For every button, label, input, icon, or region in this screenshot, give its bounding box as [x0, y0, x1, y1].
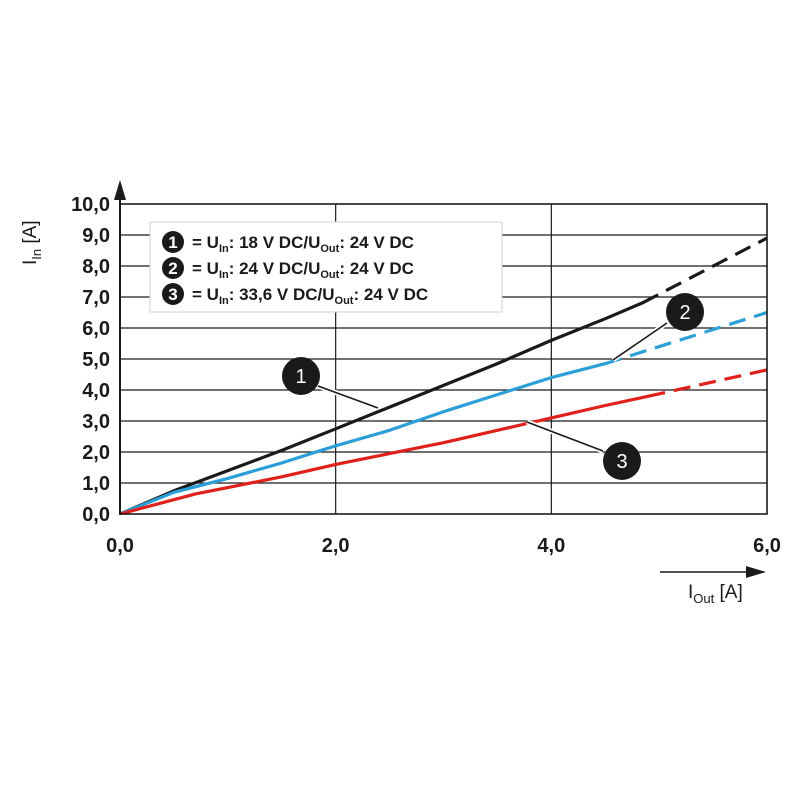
plot-frame	[114, 180, 768, 515]
callout-number: 1	[295, 366, 306, 388]
y-tick-label: 3,0	[82, 411, 110, 433]
x-tick-label: 0,0	[106, 535, 134, 557]
series-group	[119, 236, 768, 515]
y-axis-arrow	[114, 180, 126, 200]
y-tick-label: 1,0	[82, 473, 110, 495]
callout-bubble-1	[282, 357, 320, 395]
callout-number: 3	[616, 451, 627, 473]
x-tick-label: 2,0	[322, 535, 350, 557]
series-1-extrapolated-line	[642, 236, 768, 305]
y-tick-label: 8,0	[82, 256, 110, 278]
x-axis-label: IOut [A]	[688, 582, 743, 606]
x-tick-label: 4,0	[537, 535, 565, 557]
series-2-extrapolated-line	[604, 310, 768, 366]
legend-entry-1: = UIn: 18 V DC/UOut: 24 V DC	[192, 233, 414, 255]
y-tick-label: 6,0	[82, 318, 110, 340]
y-tick-label: 10,0	[71, 194, 110, 216]
y-tick-label: 7,0	[82, 287, 110, 309]
x-tick-label: 6,0	[753, 535, 781, 557]
legend-badge-number: 1	[168, 233, 177, 252]
y-tick-label: 0,0	[82, 504, 110, 526]
series-2-line	[119, 362, 607, 515]
legend-badge-number: 3	[168, 285, 177, 304]
series-3-line	[119, 394, 651, 515]
y-tick-label: 2,0	[82, 442, 110, 464]
callout-leader-line	[317, 385, 379, 409]
series-3-extrapolated-line	[648, 368, 768, 398]
series-1	[119, 236, 768, 515]
y-tick-label: 4,0	[82, 380, 110, 402]
axis-labels: IOut [A] IIn [A]	[20, 220, 766, 606]
callouts: 1 2 3	[282, 293, 704, 480]
y-tick-label: 9,0	[82, 225, 110, 247]
y-axis-label: IIn [A]	[20, 220, 44, 265]
callout-leader-line	[526, 421, 604, 452]
legend-entry-2: = UIn: 24 V DC/UOut: 24 V DC	[192, 259, 414, 281]
legend-box	[149, 221, 503, 313]
x-axis-arrow	[746, 566, 766, 578]
legend: 1 = UIn: 18 V DC/UOut: 24 V DC 2 = UIn: 24 …	[149, 221, 503, 313]
legend-badge-number: 2	[168, 259, 177, 278]
callout-number: 2	[679, 302, 690, 324]
legend-badge-3	[162, 283, 184, 305]
legend-entry-3: = UIn: 33,6 V DC/UOut: 24 V DC	[192, 285, 428, 307]
tick-labels: 0,0 1,0 2,0 3,0 4,0 5,0 6,0 7,0 8,0 9,0 10,0 0,0 2,0…	[71, 194, 781, 557]
callout-bubble-2	[666, 293, 704, 331]
series-2	[119, 310, 768, 515]
callout-bubble-3	[603, 442, 641, 480]
legend-badge-2	[162, 257, 184, 279]
series-3	[119, 368, 768, 515]
callout-leader-line	[612, 322, 668, 361]
legend-badge-1	[162, 231, 184, 253]
series-1-line	[119, 301, 645, 515]
y-tick-label: 5,0	[82, 349, 110, 371]
